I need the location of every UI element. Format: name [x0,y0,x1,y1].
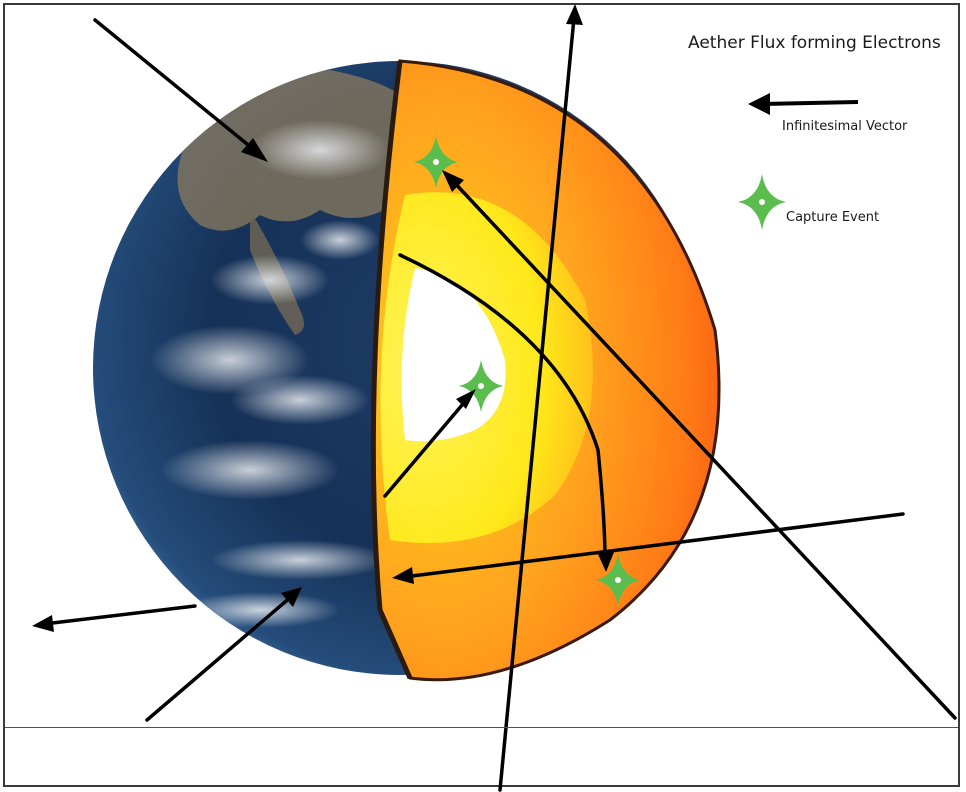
four-point-star-icon [738,174,786,230]
legend-vector-label: Infinitesimal Vector [782,119,908,134]
capture-star-core [459,360,503,412]
arrow-lower-left-inbound [145,587,302,722]
arrow-left-icon [748,93,859,115]
earth-cutaway [370,59,721,682]
capture-star-bottom [596,554,640,606]
cut-edge [370,60,413,680]
arrow-vertical-through [498,4,583,792]
bottom-divider [5,727,958,728]
legend-capture-label: Capture Event [786,210,880,225]
arrow-curved-to-bottom-star [398,253,614,572]
arrow-diagonal-to-top-star [442,170,957,720]
diagram-frame [3,3,960,787]
arrow-upper-left-inbound [93,18,268,162]
arrow-left-outbound [32,604,197,632]
capture-star-top [414,136,458,188]
arrow-to-core-star [383,389,476,498]
arrow-right-inbound [392,512,905,584]
legend-title: Aether Flux forming Electrons [688,33,941,53]
